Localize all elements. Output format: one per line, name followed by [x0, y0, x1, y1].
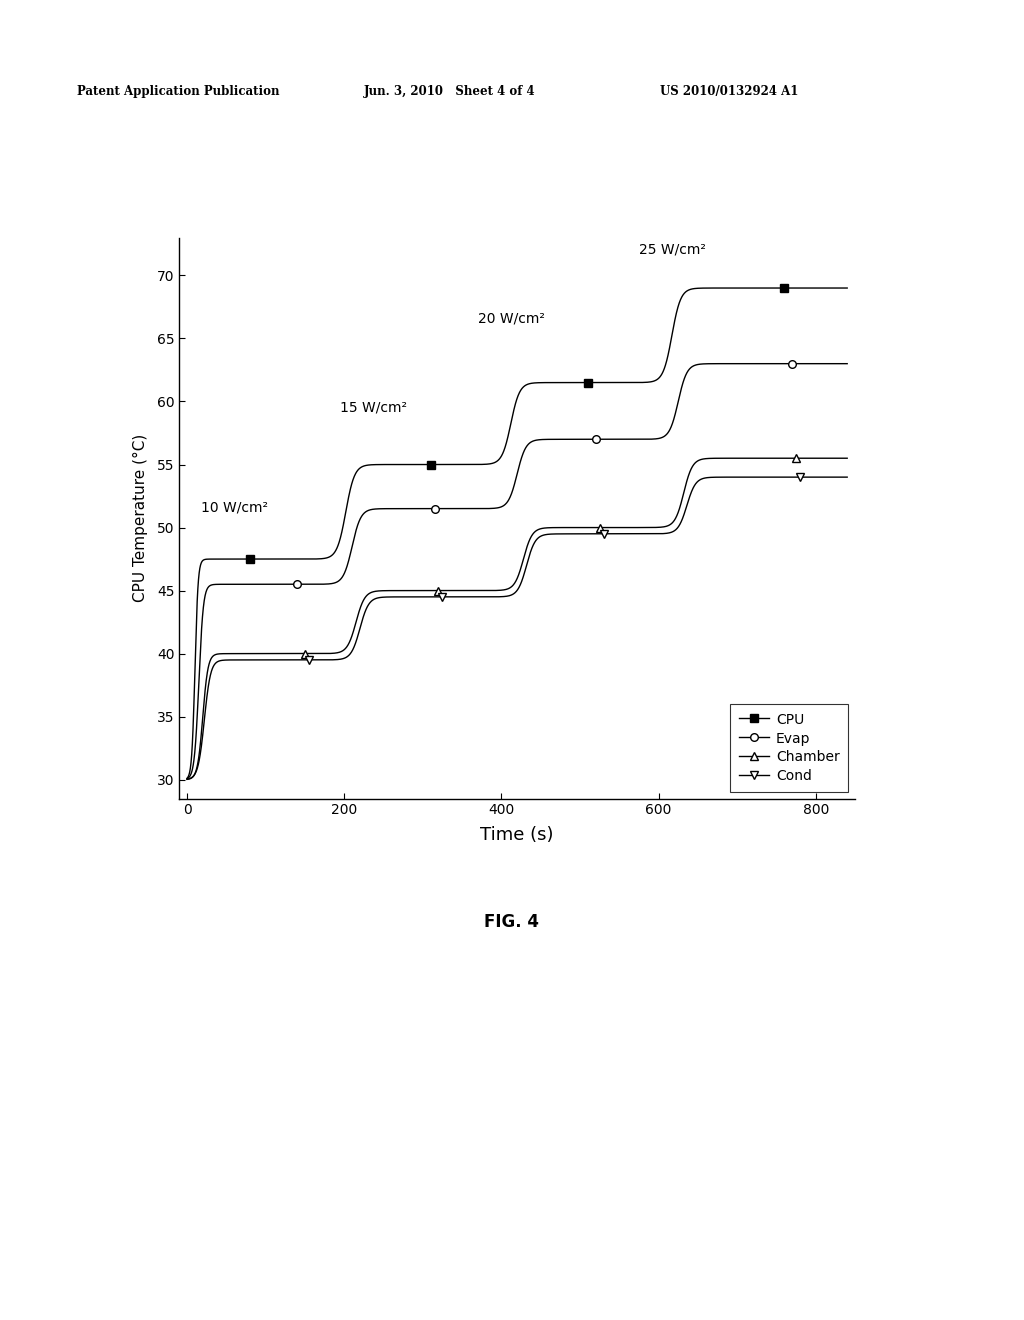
Text: 15 W/cm²: 15 W/cm² — [340, 400, 408, 414]
Text: US 2010/0132924 A1: US 2010/0132924 A1 — [660, 84, 799, 98]
Text: 25 W/cm²: 25 W/cm² — [639, 243, 706, 256]
Text: FIG. 4: FIG. 4 — [484, 912, 540, 931]
Text: 10 W/cm²: 10 W/cm² — [201, 502, 268, 515]
Text: Jun. 3, 2010   Sheet 4 of 4: Jun. 3, 2010 Sheet 4 of 4 — [364, 84, 536, 98]
Y-axis label: CPU Temperature (°C): CPU Temperature (°C) — [133, 434, 148, 602]
Text: Patent Application Publication: Patent Application Publication — [77, 84, 280, 98]
Text: 20 W/cm²: 20 W/cm² — [478, 312, 545, 326]
Legend: CPU, Evap, Chamber, Cond: CPU, Evap, Chamber, Cond — [730, 705, 848, 792]
X-axis label: Time (s): Time (s) — [480, 826, 554, 843]
